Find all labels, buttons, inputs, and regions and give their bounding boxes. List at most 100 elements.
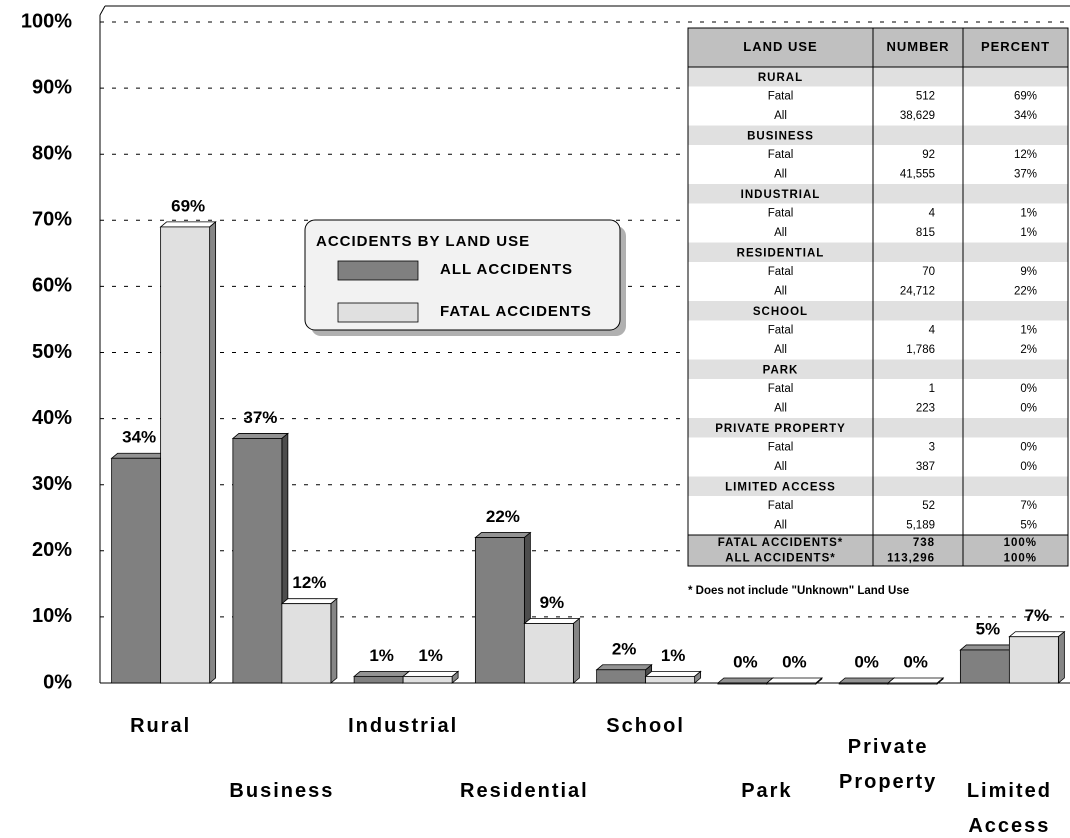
data-label: 0% [733,652,758,671]
data-label: 1% [661,646,686,665]
cell-number: 52 [922,500,935,512]
cell-percent: 1% [1020,207,1037,219]
y-tick-label: 20% [32,539,72,561]
data-label: 1% [418,646,443,665]
row-bg [688,281,1068,301]
group-row-bg [688,359,1068,379]
bar-side [330,597,338,684]
row-bg [688,496,1068,516]
cell-percent: 37% [1014,168,1037,180]
row-bg [688,437,1068,457]
bar [281,603,332,684]
totals-bg [688,535,1068,566]
data-label: 1% [369,646,394,665]
row-label: All [774,344,787,356]
group-name: BUSINESS [747,130,814,142]
cell-number: 24,712 [900,285,935,297]
cell-percent: 5% [1020,519,1037,531]
row-label: Fatal [768,324,794,336]
group-row-bg [688,184,1068,204]
row-bg [688,320,1068,340]
footnote: * Does not include "Unknown" Land Use [688,585,909,597]
bar-top [474,532,532,538]
legend-title: ACCIDENTS BY LAND USE [316,233,530,250]
cell-percent: 22% [1014,285,1037,297]
total-label: ALL ACCIDENTS* [725,552,835,564]
table-header: PERCENT [981,39,1050,54]
x-tick-label: Limited Access [967,780,1052,837]
group-name: RURAL [758,72,803,84]
cell-number: 512 [916,90,935,102]
row-label: Fatal [768,90,794,102]
x-tick-label: Rural [130,715,191,737]
data-label: 12% [292,573,326,592]
row-bg [688,223,1068,243]
bar-side [209,221,217,684]
bar-side [572,617,580,684]
row-bg [688,262,1068,282]
row-label: All [774,110,787,122]
row-label: Fatal [768,383,794,395]
bar-top [595,664,653,671]
cell-percent: 2% [1020,344,1037,356]
y-tick-label: 60% [32,275,72,297]
legend-box [304,219,621,331]
row-bg [688,398,1068,418]
cell-number: 387 [916,461,935,473]
bar-top [353,670,411,677]
cell-number: 5,189 [906,519,935,531]
y-tick-label: 0% [43,671,72,693]
bar-top [887,677,945,684]
data-label: 34% [122,428,156,447]
data-label: 0% [854,652,879,671]
cell-percent: 0% [1020,402,1037,414]
y-tick-label: 100% [21,10,72,32]
table-border [687,27,1069,567]
cell-number: 4 [929,207,936,219]
bar [353,675,404,684]
row-bg [688,340,1068,360]
cell-number: 70 [922,266,935,278]
cell-number: 223 [916,402,935,414]
y-tick-label: 80% [32,142,72,164]
cell-percent: 0% [1020,383,1037,395]
cell-number: 4 [929,324,936,336]
total-number: 113,296 [887,552,935,564]
data-label: 22% [486,507,520,526]
bar-top [159,221,217,228]
bar [232,438,283,684]
bar [959,649,1010,684]
cell-number: 38,629 [900,110,935,122]
cell-percent: 69% [1014,90,1037,102]
y-tick-label: 10% [32,605,72,627]
row-label: Fatal [768,500,794,512]
data-label: 69% [171,196,205,215]
cell-percent: 0% [1020,441,1037,453]
cell-number: 1 [929,383,935,395]
y-tick-label: 70% [32,209,72,231]
total-percent: 100% [1004,537,1037,549]
group-row-bg [688,476,1068,496]
row-label: All [774,402,787,414]
cell-number: 1,786 [906,344,935,356]
legend: ACCIDENTS BY LAND USE ALL ACCIDENTS FATAL… [304,219,626,336]
data-label: 2% [612,639,637,658]
row-label: All [774,168,787,180]
bar-top [402,670,460,677]
bar [717,682,768,685]
x-tick-label: Private Property [839,736,937,793]
table-header-bg [688,28,1068,67]
bar [887,682,938,685]
bar [838,682,889,685]
cell-percent: 34% [1014,110,1037,122]
group-name: LIMITED ACCESS [725,481,836,493]
row-bg [688,145,1068,165]
bar-top [1008,631,1066,638]
table-header: NUMBER [886,39,949,54]
group-name: PRIVATE PROPERTY [715,423,846,435]
row-label: Fatal [768,441,794,453]
row-label: All [774,285,787,297]
x-tick-label: Business [229,780,334,802]
cell-number: 92 [922,149,935,161]
row-bg [688,457,1068,477]
